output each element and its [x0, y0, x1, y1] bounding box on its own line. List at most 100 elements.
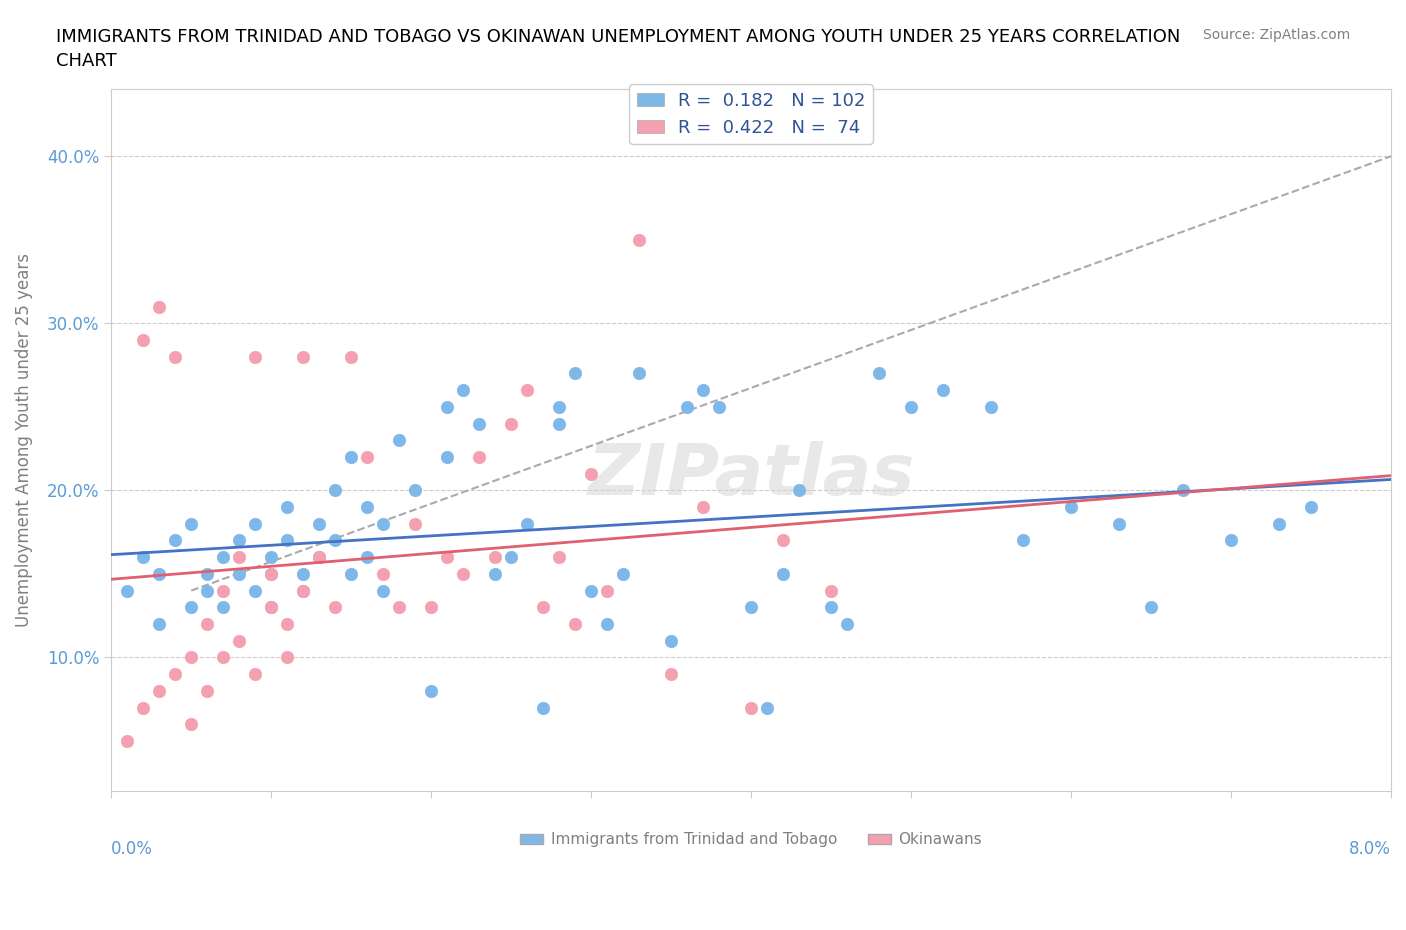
Point	[740, 700, 762, 715]
Point	[548, 399, 571, 414]
Point	[436, 449, 458, 464]
Point	[132, 333, 155, 348]
Point	[373, 566, 395, 581]
Point	[180, 717, 202, 732]
Point	[1171, 483, 1194, 498]
Point	[420, 684, 443, 698]
Point	[243, 583, 266, 598]
Point	[323, 600, 346, 615]
Point	[228, 533, 250, 548]
Point	[212, 550, 235, 565]
Point	[404, 483, 426, 498]
Point	[276, 533, 298, 548]
Point	[260, 600, 283, 615]
Point	[323, 533, 346, 548]
Point	[1220, 533, 1243, 548]
Point	[212, 600, 235, 615]
Point	[451, 382, 474, 397]
Legend: Immigrants from Trinidad and Tobago, Okinawans: Immigrants from Trinidad and Tobago, Oki…	[515, 827, 988, 854]
Point	[276, 617, 298, 631]
Point	[308, 516, 330, 531]
Point	[612, 566, 634, 581]
Point	[115, 583, 138, 598]
Point	[820, 600, 842, 615]
Point	[484, 550, 506, 565]
Point	[820, 583, 842, 598]
Point	[243, 350, 266, 365]
Point	[148, 684, 170, 698]
Point	[292, 583, 315, 598]
Point	[756, 700, 779, 715]
Point	[692, 499, 714, 514]
Point	[436, 550, 458, 565]
Point	[228, 633, 250, 648]
Point	[260, 600, 283, 615]
Point	[292, 350, 315, 365]
Text: 0.0%: 0.0%	[111, 840, 153, 858]
Point	[659, 633, 682, 648]
Point	[212, 583, 235, 598]
Point	[195, 566, 218, 581]
Y-axis label: Unemployment Among Youth under 25 years: Unemployment Among Youth under 25 years	[15, 253, 32, 627]
Point	[340, 566, 363, 581]
Point	[420, 600, 443, 615]
Point	[468, 416, 491, 431]
Point	[356, 449, 378, 464]
Point	[628, 366, 651, 381]
Point	[340, 449, 363, 464]
Point	[228, 566, 250, 581]
Point	[388, 432, 411, 447]
Point	[932, 382, 955, 397]
Point	[148, 566, 170, 581]
Point	[404, 516, 426, 531]
Point	[165, 533, 187, 548]
Point	[548, 416, 571, 431]
Point	[115, 734, 138, 749]
Point	[195, 617, 218, 631]
Point	[436, 399, 458, 414]
Point	[180, 650, 202, 665]
Text: Source: ZipAtlas.com: Source: ZipAtlas.com	[1202, 28, 1350, 42]
Point	[212, 650, 235, 665]
Point	[579, 583, 602, 598]
Point	[356, 499, 378, 514]
Point	[276, 650, 298, 665]
Point	[676, 399, 699, 414]
Point	[228, 550, 250, 565]
Point	[548, 550, 571, 565]
Point	[900, 399, 922, 414]
Point	[292, 566, 315, 581]
Point	[707, 399, 730, 414]
Point	[772, 566, 794, 581]
Point	[388, 600, 411, 615]
Point	[1108, 516, 1130, 531]
Point	[132, 550, 155, 565]
Point	[484, 566, 506, 581]
Point	[868, 366, 890, 381]
Point	[180, 516, 202, 531]
Point	[579, 466, 602, 481]
Point	[132, 700, 155, 715]
Text: 8.0%: 8.0%	[1350, 840, 1391, 858]
Point	[260, 550, 283, 565]
Point	[323, 483, 346, 498]
Point	[468, 449, 491, 464]
Point	[501, 550, 523, 565]
Point	[835, 617, 858, 631]
Point	[596, 583, 619, 598]
Point	[148, 617, 170, 631]
Point	[564, 617, 586, 631]
Point	[596, 617, 619, 631]
Point	[308, 550, 330, 565]
Point	[260, 566, 283, 581]
Point	[516, 382, 538, 397]
Point	[772, 533, 794, 548]
Point	[692, 382, 714, 397]
Point	[516, 516, 538, 531]
Point	[740, 600, 762, 615]
Text: ZIPatlas: ZIPatlas	[588, 441, 915, 510]
Point	[1268, 516, 1291, 531]
Point	[501, 416, 523, 431]
Point	[1012, 533, 1035, 548]
Point	[980, 399, 1002, 414]
